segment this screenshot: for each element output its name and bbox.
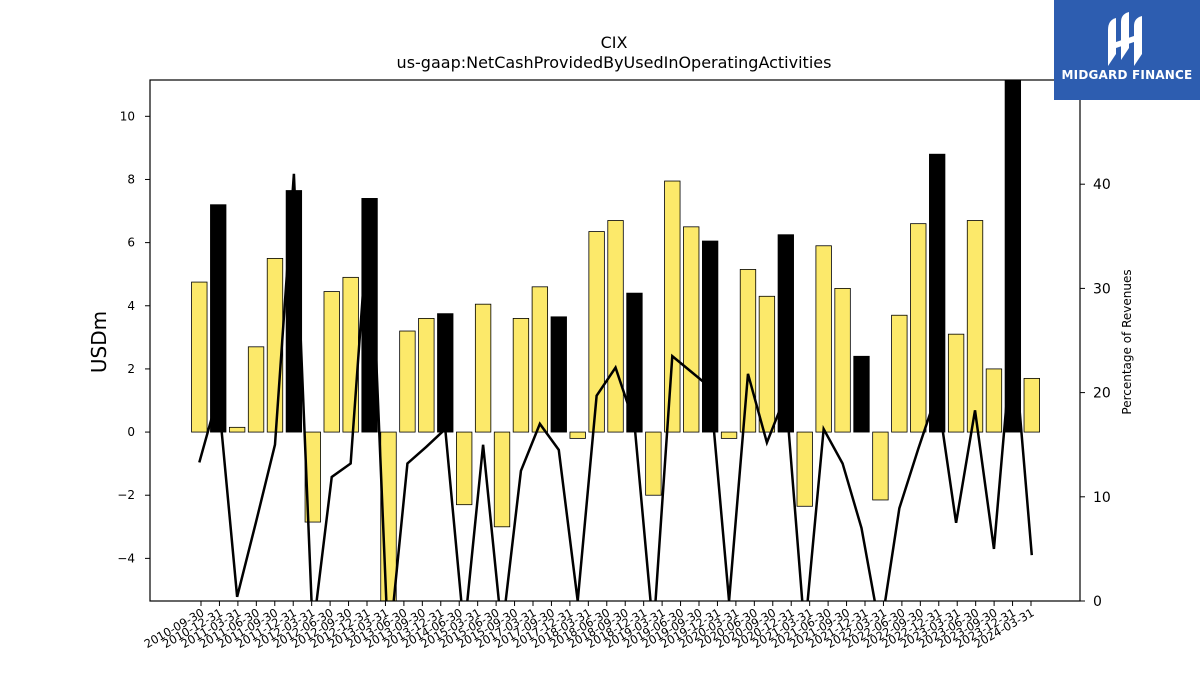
- y2-axis-label: Percentage of Revenues: [1120, 269, 1134, 414]
- y-tick-label: 4: [127, 299, 135, 313]
- bar: [739, 269, 757, 433]
- y-tick-label: 8: [127, 172, 135, 186]
- bar: [853, 355, 870, 433]
- y-tick-label: 6: [127, 236, 135, 250]
- bar: [531, 286, 549, 433]
- bar: [683, 226, 700, 433]
- bars-group: [191, 79, 1040, 602]
- bar: [929, 153, 946, 433]
- midgard-logo-icon: [1108, 12, 1142, 66]
- midgard-logo: MIDGARD FINANCE: [1054, 0, 1200, 100]
- plot-frame: [149, 79, 1081, 602]
- percentage-line: [198, 173, 1034, 601]
- y2-tick-label: 0: [1093, 594, 1102, 610]
- bar: [891, 314, 908, 433]
- y2-tick-label: 10: [1093, 490, 1111, 506]
- bar: [228, 426, 246, 433]
- y-axis-label: USDm: [87, 311, 111, 373]
- bar: [834, 287, 851, 433]
- bar: [437, 313, 454, 433]
- bar: [247, 346, 265, 433]
- axes-group: −4−202468100102030402010-09-302010-12-31…: [117, 79, 1111, 651]
- logo-text: MIDGARD FINANCE: [1061, 68, 1193, 82]
- bar: [323, 291, 340, 433]
- bar: [701, 240, 719, 433]
- bar: [456, 431, 473, 506]
- bar: [910, 223, 927, 433]
- bar: [985, 368, 1003, 433]
- bar: [777, 234, 794, 433]
- bar: [607, 220, 624, 433]
- y-tick-label: 0: [127, 425, 135, 439]
- bar: [588, 231, 605, 433]
- bar: [474, 303, 492, 433]
- y2-tick-label: 20: [1093, 386, 1111, 402]
- bar: [815, 245, 832, 433]
- bar: [304, 431, 321, 523]
- y2-tick-label: 40: [1093, 177, 1111, 193]
- y-tick-label: −4: [117, 551, 135, 565]
- bar: [210, 204, 227, 433]
- bar: [872, 431, 889, 501]
- bar: [645, 431, 662, 496]
- bar: [266, 257, 284, 433]
- bar: [493, 431, 511, 528]
- bar: [418, 317, 435, 433]
- bar: [796, 431, 813, 507]
- chart-subtitle: us-gaap:NetCashProvidedByUsedInOperating…: [397, 53, 832, 72]
- bar: [550, 316, 567, 433]
- y-tick-label: 2: [127, 362, 135, 376]
- line-group: [198, 173, 1034, 601]
- y2-tick-label: 30: [1093, 281, 1111, 297]
- bar: [569, 431, 586, 439]
- bar: [947, 333, 965, 433]
- bar: [758, 295, 776, 433]
- chart-title: CIX: [601, 33, 628, 52]
- bar: [342, 276, 359, 433]
- bar: [512, 317, 530, 433]
- bar: [720, 431, 738, 439]
- bar: [399, 330, 416, 433]
- bar: [191, 281, 208, 433]
- y-tick-label: −2: [117, 488, 135, 502]
- bar: [1023, 377, 1040, 433]
- bar: [966, 220, 984, 433]
- y-tick-label: 10: [120, 109, 135, 123]
- bar: [664, 180, 681, 433]
